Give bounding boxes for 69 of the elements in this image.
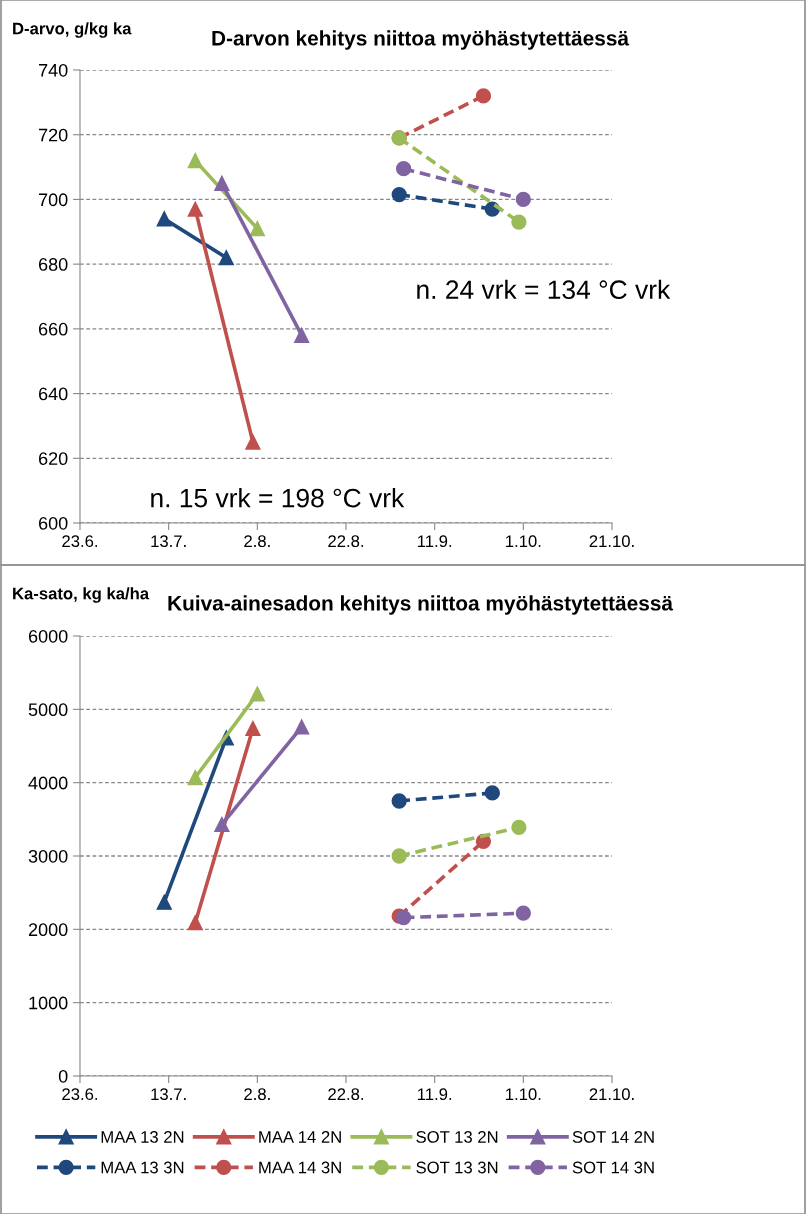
point (515, 905, 531, 921)
legend-label: MAA 13 2N (101, 1131, 184, 1143)
y-tick-label: 5000 (28, 703, 68, 717)
y-tick-label: 600 (38, 516, 68, 530)
y-axis-title: D-arvo, g/kg ka (13, 22, 132, 38)
y-tick-label: 660 (38, 322, 68, 336)
y-tick-label: 6000 (28, 629, 68, 643)
point (187, 152, 203, 169)
legend-label: MAA 14 3N (259, 1161, 341, 1174)
x-tick-label: 2.8. (244, 1088, 270, 1101)
y-tick-label: 640 (38, 387, 68, 401)
x-tick-label: 1.10. (506, 535, 541, 548)
y-tick-label: 620 (38, 452, 68, 466)
x-tick-label: 1.10. (506, 1088, 541, 1101)
point (511, 214, 527, 230)
x-tick-label: 23.6. (62, 1088, 98, 1101)
annotation: n. 24 vrk = 134 °C vrk (417, 279, 671, 300)
legend-label: SOT 13 2N (416, 1131, 498, 1143)
y-axis-title: Ka-sato, kg ka/ha (13, 587, 150, 603)
point (395, 161, 412, 177)
y-tick-label: 740 (39, 63, 68, 77)
x-tick-label: 2.8. (244, 535, 270, 548)
y-tick-label: 1000 (29, 996, 68, 1010)
legend-label: SOT 13 3N (416, 1161, 498, 1174)
y-tick-label: 680 (38, 258, 68, 271)
x-tick-label: 13.7. (151, 535, 186, 548)
point (187, 769, 203, 786)
chart-title: Kuiva-ainesadon kehitys niittoa myöhästytettäessä (168, 595, 674, 615)
point (294, 719, 310, 735)
legend-label: MAA 14 2N (259, 1131, 341, 1143)
point (245, 720, 261, 737)
y-tick-label: 720 (39, 128, 68, 142)
y-tick-label: 3000 (28, 849, 68, 863)
legend-label: MAA 13 3N (101, 1161, 184, 1174)
x-tick-label: 13.7. (151, 1088, 186, 1101)
point (515, 191, 531, 208)
point (391, 186, 407, 203)
point (294, 327, 310, 343)
legend-label: SOT 14 3N (572, 1161, 654, 1174)
point (214, 816, 230, 833)
annotation: n. 15 vrk = 198 °C vrk (151, 488, 405, 508)
y-tick-label: 4000 (28, 776, 68, 790)
point (156, 211, 172, 227)
y-tick-label: 700 (39, 193, 68, 207)
x-tick-label: 21.10. (589, 535, 634, 548)
legend-label: SOT 14 2N (572, 1131, 654, 1143)
y-tick-label: 2000 (28, 923, 68, 937)
point (391, 848, 407, 864)
y-tick-label: 0 (58, 1069, 68, 1083)
point (187, 915, 203, 931)
x-tick-label: 21.10. (589, 1088, 634, 1101)
point (214, 175, 230, 191)
point (249, 220, 265, 237)
point (245, 434, 261, 450)
point (395, 909, 412, 926)
x-tick-label: 11.9. (418, 535, 452, 548)
point (475, 88, 492, 104)
point (156, 894, 172, 910)
point (218, 250, 234, 266)
chart-title: D-arvon kehitys niittoa myöhästytettäessä (212, 30, 630, 50)
x-tick-label: 22.8. (328, 1088, 364, 1101)
point (391, 793, 407, 809)
point (484, 785, 500, 801)
point (511, 819, 527, 836)
point (187, 201, 203, 217)
x-tick-label: 22.8. (328, 535, 364, 548)
point (249, 686, 265, 702)
x-tick-label: 23.6. (62, 535, 98, 548)
x-tick-label: 11.9. (418, 1088, 452, 1101)
